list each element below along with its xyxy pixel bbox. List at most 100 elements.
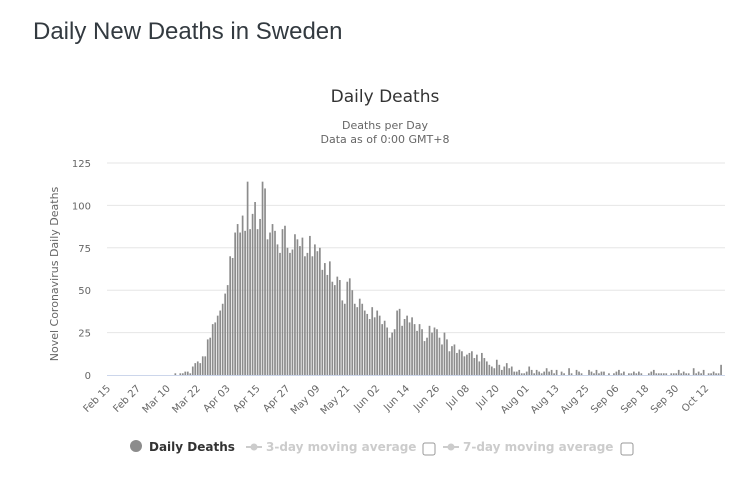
bar[interactable] (665, 373, 668, 375)
bar[interactable] (548, 371, 550, 375)
bar[interactable] (271, 224, 274, 375)
bar[interactable] (685, 373, 688, 375)
bar[interactable] (680, 373, 683, 375)
bar[interactable] (226, 285, 229, 375)
bar[interactable] (251, 213, 254, 375)
bar[interactable] (381, 324, 384, 375)
bar[interactable] (398, 308, 401, 375)
bar[interactable] (520, 373, 523, 375)
bar[interactable] (500, 369, 503, 375)
bar[interactable] (358, 298, 361, 375)
bar[interactable] (383, 320, 386, 375)
bar[interactable] (231, 257, 234, 375)
bar[interactable] (319, 247, 321, 375)
bar[interactable] (338, 280, 341, 375)
bar[interactable] (443, 332, 446, 375)
bar[interactable] (343, 303, 346, 375)
bar[interactable] (201, 356, 204, 375)
bar[interactable] (418, 324, 421, 375)
bar[interactable] (603, 371, 605, 375)
bar[interactable] (269, 232, 271, 375)
bar[interactable] (588, 369, 590, 375)
bar[interactable] (368, 319, 371, 375)
bar[interactable] (351, 290, 354, 375)
bar[interactable] (515, 371, 518, 375)
bar[interactable] (189, 373, 192, 375)
bar[interactable] (184, 371, 187, 375)
bar[interactable] (715, 373, 717, 375)
bar[interactable] (408, 322, 411, 375)
bar[interactable] (570, 373, 573, 375)
bar[interactable] (707, 373, 710, 375)
bar[interactable] (476, 354, 478, 375)
bar[interactable] (314, 244, 316, 375)
bar[interactable] (510, 366, 513, 375)
bar[interactable] (174, 373, 177, 375)
bar[interactable] (214, 322, 217, 375)
bar[interactable] (306, 252, 309, 375)
bar[interactable] (692, 368, 695, 375)
bar[interactable] (525, 371, 528, 375)
bar[interactable] (490, 366, 493, 375)
bar[interactable] (555, 369, 558, 375)
bar[interactable] (309, 235, 311, 375)
bar[interactable] (513, 371, 516, 375)
bar[interactable] (249, 229, 251, 375)
bar[interactable] (635, 373, 638, 375)
bar[interactable] (545, 368, 548, 375)
bar[interactable] (436, 329, 438, 375)
bar[interactable] (316, 251, 319, 375)
bar[interactable] (423, 341, 426, 375)
bar[interactable] (426, 337, 428, 375)
bar[interactable] (431, 332, 433, 375)
bar[interactable] (376, 310, 379, 375)
legend-item-7-day-average[interactable]: 7-day moving average (443, 440, 613, 454)
bar[interactable] (593, 373, 595, 375)
bar[interactable] (411, 317, 413, 375)
bar[interactable] (702, 369, 705, 375)
bar[interactable] (670, 373, 673, 375)
bar[interactable] (341, 300, 344, 375)
bar[interactable] (630, 373, 633, 375)
bar[interactable] (274, 230, 276, 375)
bar[interactable] (677, 369, 680, 375)
bar[interactable] (700, 373, 702, 375)
bar[interactable] (687, 373, 690, 375)
bar[interactable] (244, 230, 246, 375)
bar[interactable] (493, 368, 496, 375)
bar[interactable] (543, 371, 545, 375)
bar[interactable] (662, 373, 665, 375)
bar[interactable] (234, 232, 236, 375)
bar[interactable] (209, 337, 212, 375)
bar[interactable] (326, 274, 329, 375)
bar[interactable] (647, 373, 650, 375)
bar[interactable] (276, 244, 279, 375)
bar[interactable] (291, 249, 294, 376)
bar[interactable] (361, 303, 364, 375)
bar[interactable] (615, 371, 618, 375)
bar[interactable] (675, 373, 678, 375)
bar[interactable] (211, 324, 214, 375)
bar[interactable] (580, 373, 583, 375)
bar[interactable] (266, 239, 269, 375)
bar[interactable] (563, 373, 565, 375)
bar[interactable] (433, 327, 436, 375)
bar[interactable] (261, 181, 264, 375)
bar[interactable] (264, 188, 266, 375)
bar[interactable] (229, 256, 232, 375)
bar[interactable] (495, 359, 498, 375)
bar[interactable] (553, 373, 555, 375)
bar[interactable] (456, 352, 458, 375)
bar[interactable] (650, 371, 653, 375)
bar[interactable] (451, 346, 453, 375)
bar[interactable] (503, 366, 506, 375)
bar[interactable] (720, 364, 722, 375)
checkbox-3-day-average[interactable] (422, 442, 436, 456)
bar[interactable] (613, 373, 615, 375)
bar[interactable] (256, 229, 259, 375)
bar[interactable] (279, 252, 281, 375)
bar[interactable] (396, 310, 398, 375)
bar[interactable] (505, 363, 508, 375)
bar[interactable] (453, 344, 456, 375)
bar[interactable] (346, 281, 349, 375)
